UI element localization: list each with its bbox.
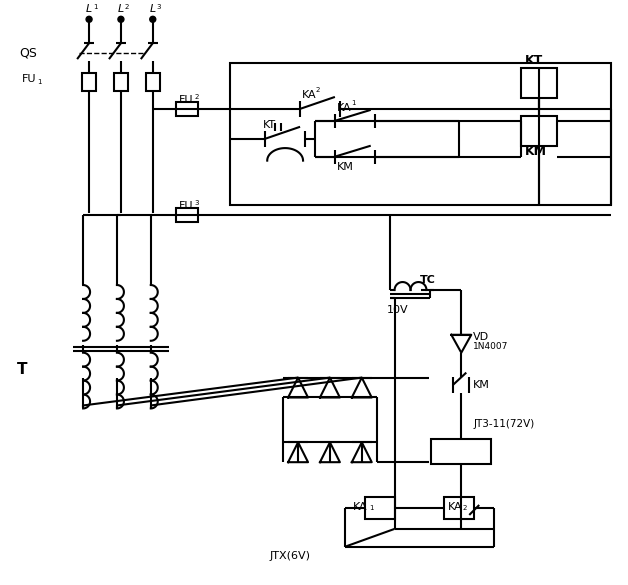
Text: QS: QS bbox=[19, 47, 37, 60]
Text: KA: KA bbox=[448, 502, 463, 512]
Text: 1N4007: 1N4007 bbox=[474, 342, 509, 351]
Text: KT: KT bbox=[525, 54, 543, 67]
Text: KM: KM bbox=[474, 380, 490, 390]
Text: KA: KA bbox=[302, 90, 317, 100]
Bar bbox=[82, 73, 96, 91]
Text: VD: VD bbox=[474, 332, 489, 342]
Circle shape bbox=[118, 16, 124, 22]
Bar bbox=[365, 497, 394, 519]
Text: L: L bbox=[150, 4, 156, 15]
Bar bbox=[431, 439, 491, 464]
Text: T: T bbox=[16, 362, 27, 377]
Text: 2: 2 bbox=[195, 94, 199, 100]
Text: 1: 1 bbox=[351, 100, 355, 106]
Text: KA: KA bbox=[353, 502, 367, 512]
Text: KM: KM bbox=[525, 145, 547, 158]
Text: JTX(6V): JTX(6V) bbox=[269, 550, 311, 561]
Text: FU: FU bbox=[178, 201, 193, 211]
Bar bbox=[521, 116, 557, 146]
Text: 10V: 10V bbox=[387, 305, 408, 315]
Text: 3: 3 bbox=[195, 201, 199, 207]
Text: 3: 3 bbox=[157, 4, 161, 11]
Bar bbox=[176, 102, 198, 116]
Bar bbox=[445, 497, 474, 519]
Text: KT: KT bbox=[263, 120, 276, 130]
Text: L: L bbox=[86, 4, 92, 15]
Bar bbox=[521, 68, 557, 98]
Text: L: L bbox=[118, 4, 124, 15]
Text: 1: 1 bbox=[37, 79, 42, 85]
Bar bbox=[146, 73, 160, 91]
Circle shape bbox=[86, 16, 92, 22]
Text: FU: FU bbox=[178, 95, 193, 105]
Text: 1: 1 bbox=[93, 4, 97, 11]
Circle shape bbox=[150, 16, 156, 22]
Text: TC: TC bbox=[420, 275, 435, 285]
Text: 2: 2 bbox=[316, 87, 320, 93]
Text: JT3-11(72V): JT3-11(72V) bbox=[474, 419, 534, 429]
Bar bbox=[176, 208, 198, 222]
Bar bbox=[230, 63, 610, 205]
Text: 2: 2 bbox=[125, 4, 129, 11]
Text: FU: FU bbox=[21, 74, 36, 84]
Text: KA: KA bbox=[337, 103, 352, 113]
Bar bbox=[114, 73, 128, 91]
Text: 1: 1 bbox=[369, 505, 373, 511]
Text: 2: 2 bbox=[462, 505, 467, 511]
Text: KM: KM bbox=[337, 161, 354, 171]
